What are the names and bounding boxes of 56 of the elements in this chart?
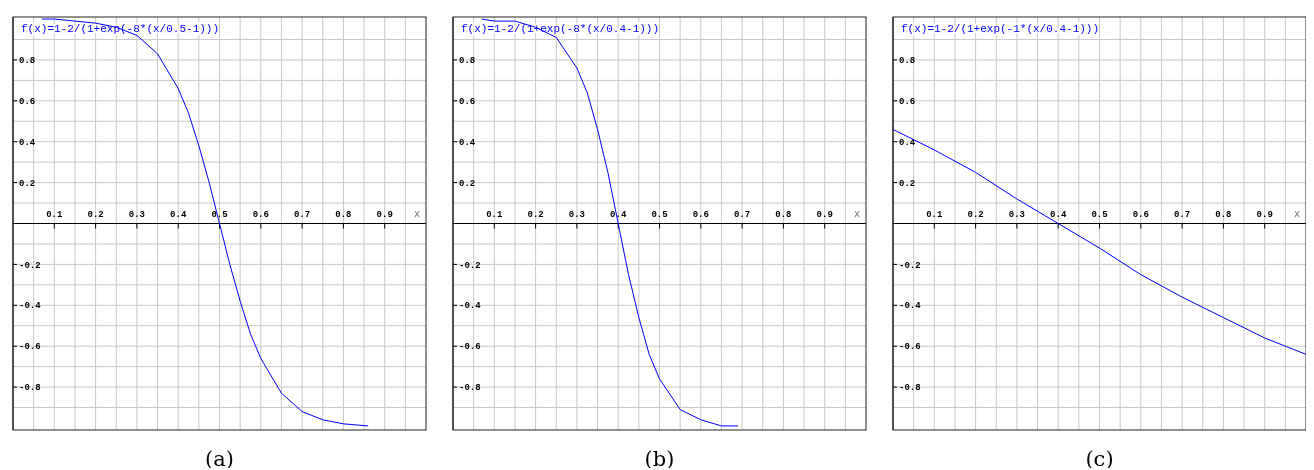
x-tick-label: 0.9 bbox=[816, 209, 833, 220]
x-tick-label: 0.1 bbox=[486, 209, 503, 220]
x-tick-label: 0.1 bbox=[46, 209, 63, 220]
y-tick-label: 0.4 bbox=[899, 137, 916, 148]
x-tick-label: 0.5 bbox=[211, 209, 228, 220]
x-tick-label: 0.6 bbox=[252, 209, 269, 220]
y-tick-label: 0.8 bbox=[19, 56, 36, 67]
x-tick-label: 0.2 bbox=[527, 209, 544, 220]
x-tick-label: 0.6 bbox=[692, 209, 709, 220]
y-tick-label: -0.6 bbox=[459, 342, 481, 353]
y-tick-label: -0.4 bbox=[459, 301, 482, 312]
x-tick-label: 0.5 bbox=[1091, 209, 1108, 220]
x-tick-label: 0.4 bbox=[1050, 209, 1067, 220]
x-tick-label: 0.9 bbox=[376, 209, 393, 220]
y-tick-label: -0.2 bbox=[459, 260, 481, 271]
y-tick-label: 0.2 bbox=[19, 178, 36, 189]
y-tick-label: 0.2 bbox=[899, 178, 916, 189]
y-tick-label: 0.4 bbox=[19, 137, 36, 148]
y-tick-label: -0.8 bbox=[899, 383, 921, 394]
y-tick-label: -0.4 bbox=[899, 301, 922, 312]
y-tick-label: 0.6 bbox=[19, 96, 36, 107]
x-tick-label: 0.1 bbox=[926, 209, 943, 220]
x-tick-label: 0.8 bbox=[335, 209, 352, 220]
x-tick-label: 0.3 bbox=[1008, 209, 1025, 220]
x-tick-label: 0.3 bbox=[128, 209, 145, 220]
y-tick-label: 0.8 bbox=[459, 56, 476, 67]
x-tick-label: 0.9 bbox=[1256, 209, 1273, 220]
x-axis-title: x bbox=[414, 207, 421, 219]
x-tick-label: 0.3 bbox=[568, 209, 585, 220]
y-tick-label: -0.2 bbox=[19, 260, 41, 271]
text: f(x)=1-2/(1+exp(-1*(x/0.4-1))) bbox=[901, 23, 1100, 35]
x-tick-label: 0.2 bbox=[87, 209, 104, 220]
y-tick-label: 0.6 bbox=[899, 96, 916, 107]
y-tick-label: -0.6 bbox=[19, 342, 41, 353]
x-tick-label: 0.8 bbox=[1215, 209, 1232, 220]
y-tick-label: -0.8 bbox=[19, 383, 41, 394]
x-tick-label: 0.6 bbox=[1132, 209, 1149, 220]
x-tick-label: 0.2 bbox=[967, 209, 984, 220]
x-tick-label: 0.4 bbox=[170, 209, 187, 220]
x-tick-label: 0.4 bbox=[610, 209, 627, 220]
x-tick-label: 0.5 bbox=[651, 209, 668, 220]
y-tick-label: -0.4 bbox=[19, 301, 42, 312]
x-tick-label: 0.7 bbox=[1174, 209, 1191, 220]
y-tick-label: -0.8 bbox=[459, 383, 481, 394]
y-tick-label: 0.4 bbox=[459, 137, 476, 148]
y-tick-label: 0.6 bbox=[459, 96, 476, 107]
x-axis-title: x bbox=[1294, 207, 1301, 219]
x-tick-label: 0.7 bbox=[294, 209, 311, 220]
y-tick-label: 0.2 bbox=[459, 178, 476, 189]
x-tick-label: 0.8 bbox=[775, 209, 792, 220]
line-series bbox=[892, 128, 1306, 355]
y-tick-label: -0.2 bbox=[899, 260, 921, 271]
y-tick-label: -0.6 bbox=[899, 342, 921, 353]
y-tick-label: 0.8 bbox=[899, 56, 916, 67]
x-tick-label: 0.7 bbox=[734, 209, 751, 220]
x-axis-title: x bbox=[854, 207, 861, 219]
